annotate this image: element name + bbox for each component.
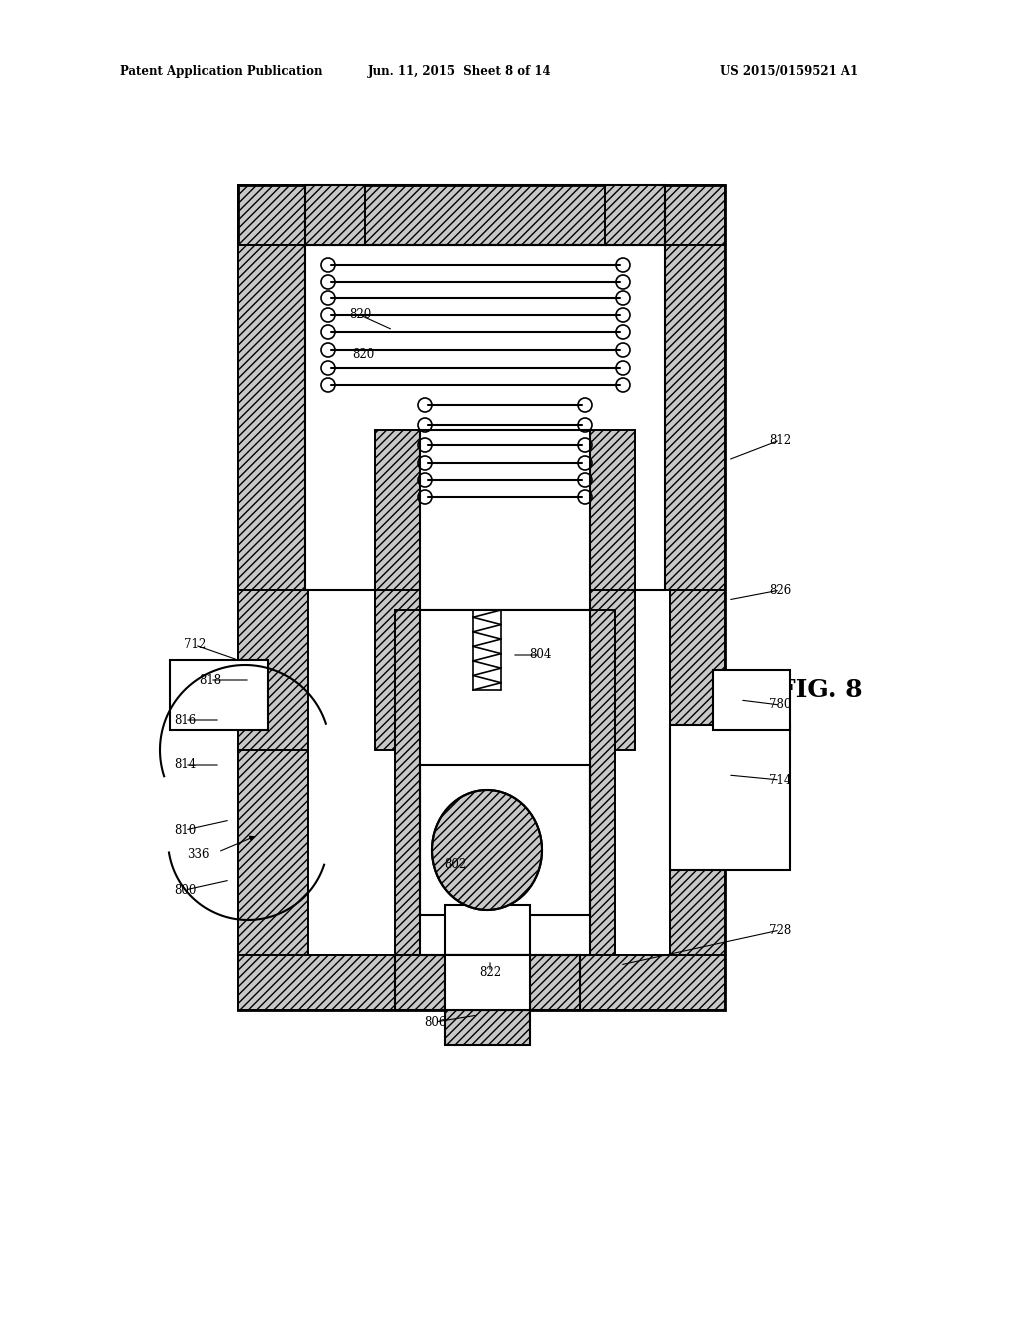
Bar <box>420 430 590 610</box>
Bar <box>238 750 308 1010</box>
Bar <box>238 590 308 750</box>
Text: US 2015/0159521 A1: US 2015/0159521 A1 <box>720 66 858 78</box>
Bar <box>238 954 725 1010</box>
Bar <box>238 185 725 246</box>
Text: 820: 820 <box>352 348 374 362</box>
Text: 814: 814 <box>174 759 197 771</box>
Bar <box>375 430 635 610</box>
Text: Jun. 11, 2015  Sheet 8 of 14: Jun. 11, 2015 Sheet 8 of 14 <box>369 66 552 78</box>
Bar <box>256 660 268 730</box>
Ellipse shape <box>432 789 542 909</box>
Text: 336: 336 <box>186 849 209 862</box>
Text: 812: 812 <box>769 433 792 446</box>
Text: 810: 810 <box>174 824 197 837</box>
Bar <box>670 185 725 1010</box>
Text: 800: 800 <box>174 883 197 896</box>
Text: 780: 780 <box>769 698 792 711</box>
Bar <box>170 660 200 730</box>
Text: 806: 806 <box>424 1015 446 1028</box>
Bar <box>395 954 580 1010</box>
Bar <box>713 671 790 730</box>
Bar <box>670 725 790 870</box>
Bar <box>238 185 725 1010</box>
Bar <box>665 246 725 590</box>
Bar <box>375 590 635 750</box>
Text: 816: 816 <box>174 714 197 726</box>
Text: 802: 802 <box>443 858 466 871</box>
Text: 818: 818 <box>199 673 221 686</box>
Text: 822: 822 <box>479 965 501 978</box>
Bar <box>605 185 665 246</box>
Bar <box>420 610 590 954</box>
Bar <box>445 906 530 954</box>
Text: 712: 712 <box>184 639 206 652</box>
Bar <box>305 185 365 246</box>
Bar <box>670 725 725 870</box>
Bar <box>530 954 725 1010</box>
Bar <box>445 1002 530 1045</box>
Bar <box>738 671 790 730</box>
Text: 826: 826 <box>769 583 792 597</box>
Text: 820: 820 <box>349 309 371 322</box>
Bar <box>670 590 725 750</box>
Bar <box>395 610 615 954</box>
Bar <box>238 185 306 1010</box>
Text: Patent Application Publication: Patent Application Publication <box>120 66 323 78</box>
Text: 728: 728 <box>769 924 792 936</box>
Bar <box>737 725 790 870</box>
Text: 714: 714 <box>769 774 792 787</box>
Bar <box>238 246 305 590</box>
Bar <box>305 185 665 246</box>
Bar <box>445 954 530 1010</box>
Bar <box>305 246 665 590</box>
Bar <box>670 750 725 1010</box>
Bar <box>445 1002 530 1045</box>
Bar <box>420 766 590 915</box>
Bar <box>395 954 580 1010</box>
Text: FIG. 8: FIG. 8 <box>777 678 862 702</box>
Bar <box>238 954 445 1010</box>
Bar <box>170 660 268 730</box>
Text: 804: 804 <box>528 648 551 661</box>
